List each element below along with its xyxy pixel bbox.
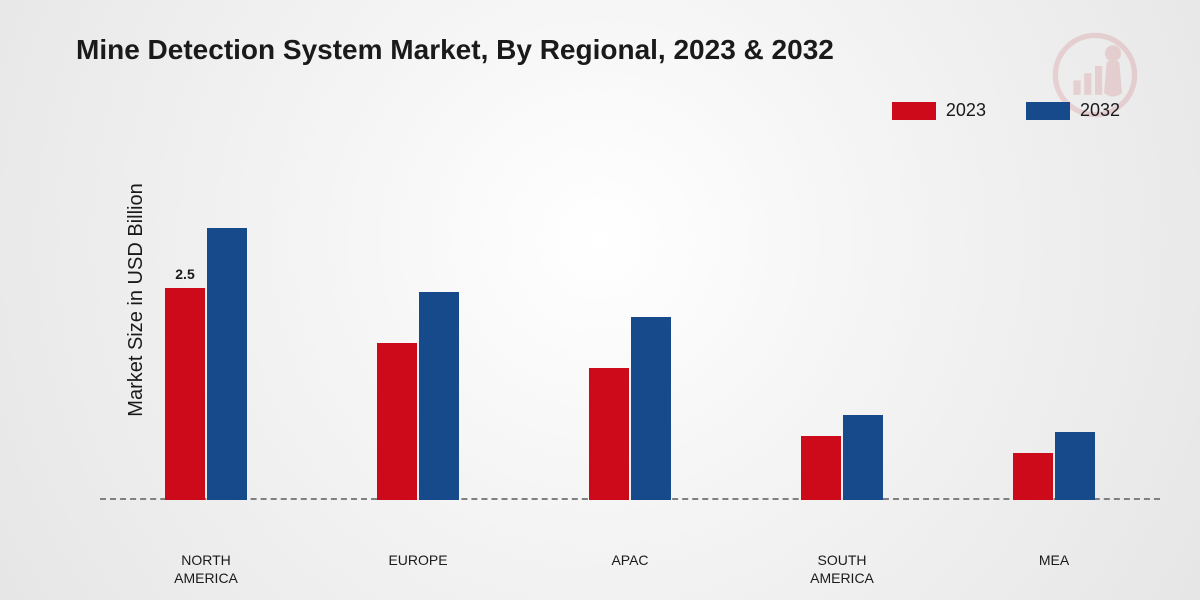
plot-area: 2.5 — [100, 160, 1160, 500]
chart-page: Mine Detection System Market, By Regiona… — [0, 0, 1200, 600]
legend: 2023 2032 — [892, 100, 1120, 121]
legend-label-2023: 2023 — [946, 100, 986, 121]
bar-group — [377, 292, 459, 500]
bar-group — [589, 317, 671, 500]
bar: 2.5 — [165, 288, 205, 501]
legend-item-2032: 2032 — [1026, 100, 1120, 121]
bar — [843, 415, 883, 500]
bar — [801, 436, 841, 500]
bar — [631, 317, 671, 500]
bar — [1013, 453, 1053, 500]
x-axis-label: SOUTH AMERICA — [810, 552, 874, 587]
bar — [419, 292, 459, 500]
legend-swatch-2032 — [1026, 102, 1070, 120]
bar — [377, 343, 417, 500]
bar — [1055, 432, 1095, 500]
legend-label-2032: 2032 — [1080, 100, 1120, 121]
bar-group — [801, 415, 883, 500]
bar — [207, 228, 247, 500]
x-axis-label: NORTH AMERICA — [174, 552, 238, 587]
chart-title: Mine Detection System Market, By Regiona… — [76, 34, 834, 66]
bar-value-label: 2.5 — [175, 266, 194, 282]
legend-item-2023: 2023 — [892, 100, 986, 121]
bar-group: 2.5 — [165, 228, 247, 500]
legend-swatch-2023 — [892, 102, 936, 120]
x-axis-label: MEA — [1039, 552, 1069, 570]
bar — [589, 368, 629, 500]
x-axis-label: EUROPE — [388, 552, 447, 570]
bar-group — [1013, 432, 1095, 500]
x-axis-label: APAC — [611, 552, 648, 570]
